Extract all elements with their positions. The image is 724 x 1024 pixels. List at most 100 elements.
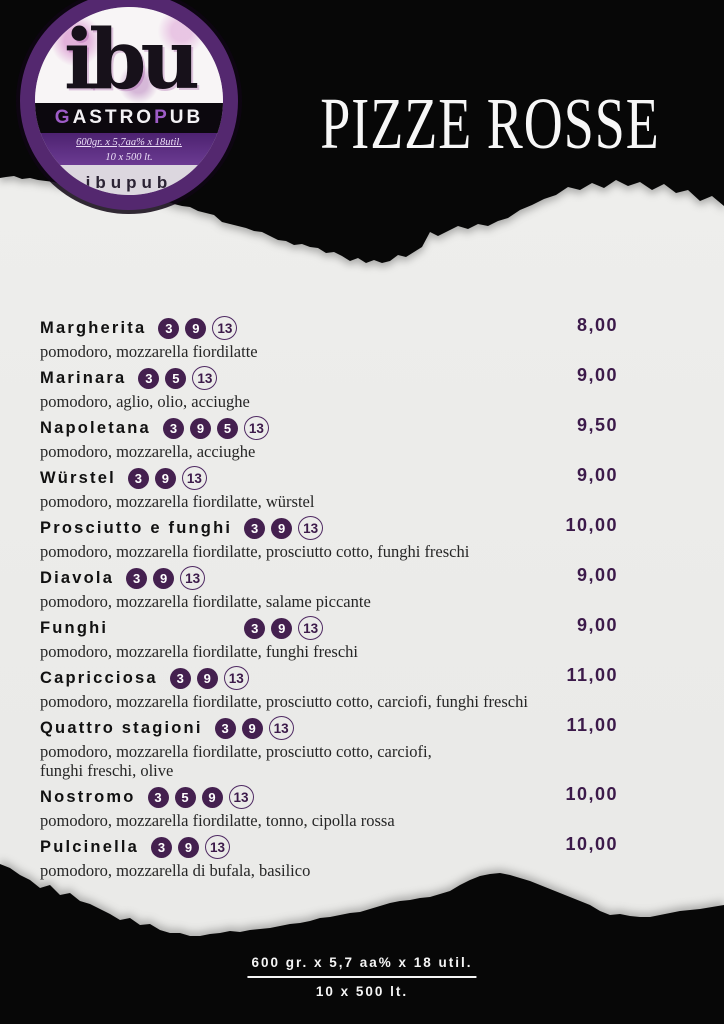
footer-line2: 10 x 500 lt. [315,984,409,999]
allergen-badge-list: 3 9 5 13 [162,416,269,440]
allergen-badge-3: 3 [126,567,148,589]
item-price: 9,00 [576,615,618,635]
item-description: pomodoro, mozzarella fiordilatte, prosci… [40,542,470,561]
allergen-badge-13: 13 [223,666,249,690]
item-header-row: Napoletana 3 9 5 13 9,50 [40,415,618,440]
item-price: 8,00 [576,315,618,335]
allergen-badge-list: 3 9 13 [158,316,238,340]
brand-letter-accent: G [54,107,73,128]
menu-item: Nostromo 3 5 9 13 10,00 pomodoro, mozzarell… [40,784,618,830]
allergen-badge-5: 5 [165,367,187,389]
item-description: pomodoro, mozzarella fiordilatte, funghi… [40,642,358,661]
item-name: Prosciutto e funghi [40,518,233,537]
item-header-row: Quattro stagioni 3 9 13 11,00 [40,715,618,740]
ibu-gastropub-logo: ibu G ASTRO P UB 600gr. x 5,7aa% x 18util. … [20,0,238,210]
allergen-badge-9: 9 [185,317,207,339]
item-price: 10,00 [565,834,618,854]
allergen-badge-3: 3 [151,836,173,858]
allergen-badge-list: 3 9 13 [244,516,324,540]
allergen-badge-list: 3 9 13 [214,716,294,740]
allergen-badge-list: 3 5 13 [138,366,218,390]
allergen-badge-9: 9 [153,567,175,589]
allergen-badge-3: 3 [244,617,266,639]
item-description: pomodoro, mozzarella fiordilatte, prosci… [40,742,432,780]
allergen-badge-13: 13 [228,785,254,809]
menu-item: Diavola 3 9 13 9,00 pomodoro, mozzarella f… [40,565,618,611]
allergen-badge-13: 13 [192,366,218,390]
item-price: 11,00 [566,665,618,685]
logo-band-line2: 10 x 500 lt. [105,152,153,163]
allergen-badge-13: 13 [181,466,207,490]
item-header-row: Pulcinella 3 9 13 10,00 [40,834,618,859]
logo-band-line1: 600gr. x 5,7aa% x 18util. [76,137,182,148]
allergen-badge-list: 3 9 13 [151,835,231,859]
allergen-badge-5: 5 [174,786,196,808]
item-description: pomodoro, mozzarella fiordilatte, salame… [40,592,371,611]
allergen-badge-9: 9 [241,717,263,739]
item-name: Quattro stagioni [40,718,203,737]
item-description: pomodoro, mozzarella, acciughe [40,442,256,461]
allergen-badge-3: 3 [147,786,169,808]
item-description: pomodoro, mozzarella fiordilatte [40,342,258,361]
footer-line1: 600 gr. x 5,7 aa% x 18 util. [247,955,477,978]
menu-item: Capricciosa 3 9 13 11,00 pomodoro, mozzare… [40,665,618,711]
allergen-badge-3: 3 [158,317,180,339]
menu-item: Napoletana 3 9 5 13 9,50 pomodoro, mozzarel… [40,415,618,461]
allergen-badge-list: 3 9 13 [127,466,207,490]
allergen-badge-13: 13 [298,616,324,640]
logo-monogram: ibu [35,7,223,103]
item-price: 10,00 [565,784,618,804]
footer-note: 600 gr. x 5,7 aa% x 18 util. 10 x 500 lt… [247,955,477,999]
item-description: pomodoro, mozzarella fiordilatte, würste… [40,492,315,511]
allergen-badge-13: 13 [298,516,324,540]
allergen-badge-3: 3 [138,367,160,389]
brand-letters: UB [169,107,204,128]
item-header-row: Prosciutto e funghi 3 9 13 10,00 [40,515,618,540]
item-header-row: Capricciosa 3 9 13 11,00 [40,665,618,690]
item-name: Nostromo [40,787,136,806]
item-price: 9,00 [576,565,618,585]
allergen-badge-3: 3 [169,667,191,689]
menu-item: Margherita 3 9 13 8,00 pomodoro, mozzarell… [40,315,618,361]
item-description: pomodoro, mozzarella fiordilatte, prosci… [40,692,528,711]
item-header-row: Würstel 3 9 13 9,00 [40,465,618,490]
menu-item: Pulcinella 3 9 13 10,00 pomodoro, mozzarel… [40,834,618,880]
item-header-row: Marinara 3 5 13 9,00 [40,365,618,390]
allergen-badge-9: 9 [196,667,218,689]
allergen-badge-3: 3 [127,467,149,489]
allergen-badge-13: 13 [212,316,238,340]
allergen-badge-13: 13 [180,566,206,590]
allergen-badge-13: 13 [268,716,294,740]
menu-item-list: Margherita 3 9 13 8,00 pomodoro, mozzarell… [40,315,618,885]
logo-info-band: 600gr. x 5,7aa% x 18util. 10 x 500 lt. [35,133,223,165]
brand-letter-accent: P [154,107,170,128]
item-description: pomodoro, mozzarella di bufala, basilico [40,861,311,880]
allergen-badge-9: 9 [189,417,211,439]
torn-paper-footer [0,864,724,1024]
brand-letters: ASTRO [72,107,155,128]
item-price: 10,00 [565,515,618,535]
allergen-badge-list: 3 9 13 [169,666,249,690]
item-price: 9,00 [576,465,618,485]
item-header-row: Diavola 3 9 13 9,00 [40,565,618,590]
allergen-badge-list: 3 9 13 [244,616,324,640]
item-price: 9,00 [576,365,618,385]
allergen-badge-9: 9 [271,517,293,539]
item-description: pomodoro, mozzarella fiordilatte, tonno,… [40,811,395,830]
menu-item: Funghi 3 9 13 9,00 pomodoro, mozzarella fi… [40,615,618,661]
allergen-badge-9: 9 [271,617,293,639]
item-name: Marinara [40,368,127,387]
menu-item: Quattro stagioni 3 9 13 11,00 pomodoro, mo… [40,715,618,780]
item-price: 9,50 [576,415,618,435]
item-description: pomodoro, aglio, olio, acciughe [40,392,250,411]
item-name: Margherita [40,318,147,337]
allergen-badge-3: 3 [214,717,236,739]
allergen-badge-list: 3 5 9 13 [147,785,254,809]
allergen-badge-3: 3 [244,517,266,539]
item-header-row: Nostromo 3 5 9 13 10,00 [40,784,618,809]
menu-item: Marinara 3 5 13 9,00 pomodoro, aglio, olio… [40,365,618,411]
item-name: Diavola [40,568,115,587]
item-name: Napoletana [40,418,151,437]
allergen-badge-9: 9 [201,786,223,808]
